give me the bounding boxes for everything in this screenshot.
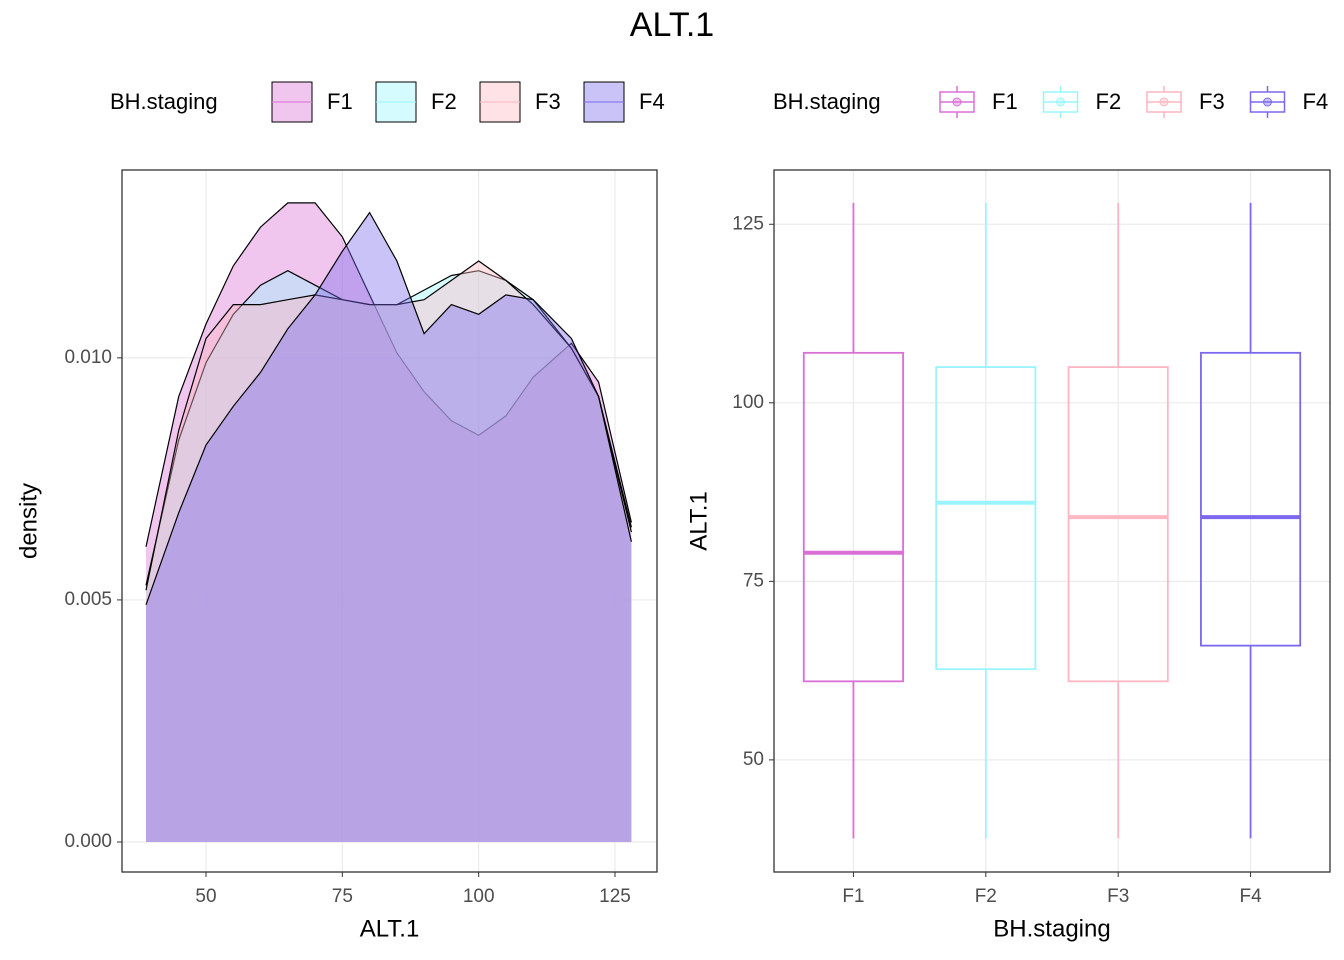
legend-key-point bbox=[1056, 97, 1065, 107]
y-tick-label: 0.010 bbox=[64, 347, 112, 368]
density-area bbox=[146, 261, 632, 842]
box bbox=[1200, 351, 1302, 647]
density-line bbox=[145, 260, 632, 591]
density-area bbox=[146, 212, 632, 842]
density-area bbox=[146, 270, 632, 842]
plot-background bbox=[122, 170, 657, 872]
legend-label: F1 bbox=[327, 89, 353, 114]
x-tick-label: 50 bbox=[195, 886, 216, 907]
y-tick-label: 0.000 bbox=[64, 831, 112, 852]
y-tick-label: 0.005 bbox=[64, 589, 112, 610]
x-tick-label: 125 bbox=[599, 886, 631, 907]
plot-border bbox=[773, 169, 1331, 873]
legend-title: BH.staging bbox=[773, 89, 881, 114]
legend-label: F2 bbox=[1096, 89, 1122, 114]
density-area bbox=[146, 202, 632, 842]
x-tick-label: 75 bbox=[332, 886, 353, 907]
plot-border bbox=[121, 169, 658, 873]
density-line bbox=[145, 211, 632, 606]
y-tick-label: 50 bbox=[743, 749, 764, 770]
legend-title: BH.staging bbox=[110, 89, 218, 114]
x-tick-label: 100 bbox=[463, 886, 495, 907]
chart-title: ALT.1 bbox=[630, 6, 714, 44]
box bbox=[802, 351, 904, 683]
legend-key-point bbox=[1159, 97, 1169, 107]
plot-background bbox=[774, 170, 1330, 872]
legend-label: F2 bbox=[431, 89, 457, 114]
y-axis-label: density bbox=[15, 483, 42, 559]
box bbox=[1067, 366, 1169, 683]
legend-key-point bbox=[1263, 97, 1272, 107]
legend-label: F4 bbox=[1303, 89, 1329, 114]
density-line bbox=[145, 202, 632, 547]
x-tick-label: F3 bbox=[1107, 886, 1129, 907]
legend-key-point bbox=[952, 97, 962, 107]
y-tick-label: 125 bbox=[732, 213, 764, 234]
y-tick-label: 100 bbox=[732, 392, 764, 413]
x-tick-label: F1 bbox=[842, 886, 864, 907]
box bbox=[935, 366, 1037, 671]
x-axis-label: ALT.1 bbox=[360, 915, 420, 942]
x-axis-label: BH.staging bbox=[993, 915, 1110, 942]
legend-label: F1 bbox=[992, 89, 1018, 114]
legend-label: F4 bbox=[639, 89, 665, 114]
y-tick-label: 75 bbox=[743, 570, 764, 591]
x-tick-label: F2 bbox=[975, 886, 997, 907]
x-tick-label: F4 bbox=[1239, 886, 1262, 907]
y-axis-label: ALT.1 bbox=[685, 491, 712, 551]
legend-label: F3 bbox=[1199, 89, 1225, 114]
legend-label: F3 bbox=[535, 89, 561, 114]
